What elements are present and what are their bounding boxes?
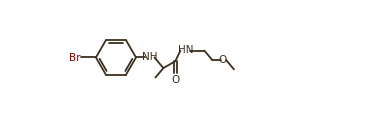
Text: O: O [171, 74, 180, 84]
Text: HN: HN [178, 45, 194, 55]
Text: Br: Br [70, 53, 81, 63]
Text: NH: NH [142, 52, 158, 62]
Text: O: O [219, 55, 227, 65]
